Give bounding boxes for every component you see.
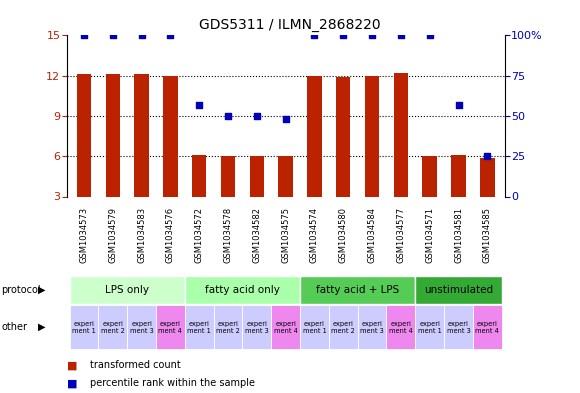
FancyBboxPatch shape [329, 305, 358, 349]
Text: GSM1034574: GSM1034574 [310, 207, 319, 263]
Text: protocol: protocol [1, 285, 41, 295]
Bar [365, 75, 379, 196]
Text: GSM1034579: GSM1034579 [108, 207, 117, 263]
FancyBboxPatch shape [99, 305, 127, 349]
Bar [106, 74, 120, 196]
FancyBboxPatch shape [213, 305, 242, 349]
FancyBboxPatch shape [242, 305, 271, 349]
Bar [249, 156, 264, 196]
Bar [422, 156, 437, 196]
FancyBboxPatch shape [185, 305, 213, 349]
Text: GSM1034584: GSM1034584 [368, 207, 376, 263]
Point [425, 32, 434, 39]
Text: experi
ment 3: experi ment 3 [447, 321, 470, 334]
Text: ▶: ▶ [38, 322, 45, 332]
Bar [77, 74, 91, 196]
Text: experi
ment 4: experi ment 4 [158, 321, 182, 334]
Text: GSM1034585: GSM1034585 [483, 207, 492, 263]
FancyBboxPatch shape [386, 305, 415, 349]
Point [137, 32, 146, 39]
FancyBboxPatch shape [300, 276, 415, 304]
Bar [278, 156, 293, 196]
Bar [221, 156, 235, 196]
Text: experi
ment 3: experi ment 3 [130, 321, 154, 334]
FancyBboxPatch shape [358, 305, 386, 349]
Point [339, 32, 348, 39]
Text: GSM1034582: GSM1034582 [252, 207, 262, 263]
FancyBboxPatch shape [415, 305, 444, 349]
Point [483, 153, 492, 160]
Point [223, 113, 233, 119]
FancyBboxPatch shape [444, 305, 473, 349]
Text: GSM1034583: GSM1034583 [137, 207, 146, 263]
Text: GSM1034572: GSM1034572 [195, 207, 204, 263]
Text: experi
ment 1: experi ment 1 [303, 321, 327, 334]
Point [368, 32, 377, 39]
FancyBboxPatch shape [300, 305, 329, 349]
Text: GSM1034575: GSM1034575 [281, 207, 290, 263]
Text: GSM1034577: GSM1034577 [396, 207, 405, 263]
FancyBboxPatch shape [70, 305, 99, 349]
Text: experi
ment 4: experi ment 4 [274, 321, 298, 334]
Text: experi
ment 2: experi ment 2 [331, 321, 355, 334]
Text: GSM1034580: GSM1034580 [339, 207, 348, 263]
FancyBboxPatch shape [127, 305, 156, 349]
FancyBboxPatch shape [271, 305, 300, 349]
Point [281, 116, 291, 122]
FancyBboxPatch shape [415, 276, 502, 304]
Bar [163, 75, 177, 196]
Point [194, 101, 204, 108]
FancyBboxPatch shape [473, 305, 502, 349]
Text: transformed count: transformed count [90, 360, 180, 371]
Point [310, 32, 319, 39]
Text: fatty acid + LPS: fatty acid + LPS [316, 285, 399, 295]
Text: experi
ment 1: experi ment 1 [187, 321, 211, 334]
Text: LPS only: LPS only [105, 285, 149, 295]
Text: fatty acid only: fatty acid only [205, 285, 280, 295]
Text: ▶: ▶ [38, 285, 45, 295]
Bar [394, 73, 408, 196]
Text: GSM1034578: GSM1034578 [223, 207, 233, 263]
Text: other: other [1, 322, 27, 332]
Text: GSM1034576: GSM1034576 [166, 207, 175, 263]
Bar [135, 74, 149, 196]
Text: experi
ment 1: experi ment 1 [72, 321, 96, 334]
Text: ■: ■ [67, 378, 77, 388]
Bar [192, 155, 206, 196]
Point [454, 101, 463, 108]
Text: experi
ment 3: experi ment 3 [245, 321, 269, 334]
Point [252, 113, 262, 119]
Text: experi
ment 4: experi ment 4 [476, 321, 499, 334]
Text: experi
ment 4: experi ment 4 [389, 321, 413, 334]
Bar [336, 77, 350, 196]
Text: experi
ment 1: experi ment 1 [418, 321, 441, 334]
Point [396, 32, 405, 39]
FancyBboxPatch shape [185, 276, 300, 304]
Text: experi
ment 2: experi ment 2 [101, 321, 125, 334]
Text: GDS5311 / ILMN_2868220: GDS5311 / ILMN_2868220 [199, 18, 381, 32]
Bar [451, 155, 466, 196]
Point [79, 32, 89, 39]
Text: experi
ment 3: experi ment 3 [360, 321, 384, 334]
Text: unstimulated: unstimulated [424, 285, 493, 295]
Point [166, 32, 175, 39]
Text: GSM1034573: GSM1034573 [79, 207, 89, 263]
Text: experi
ment 2: experi ment 2 [216, 321, 240, 334]
Text: GSM1034581: GSM1034581 [454, 207, 463, 263]
Point [108, 32, 117, 39]
Bar [307, 75, 322, 196]
FancyBboxPatch shape [156, 305, 185, 349]
Text: ■: ■ [67, 360, 77, 371]
Text: GSM1034571: GSM1034571 [425, 207, 434, 263]
Text: percentile rank within the sample: percentile rank within the sample [90, 378, 255, 388]
Bar [480, 158, 495, 196]
FancyBboxPatch shape [70, 276, 185, 304]
